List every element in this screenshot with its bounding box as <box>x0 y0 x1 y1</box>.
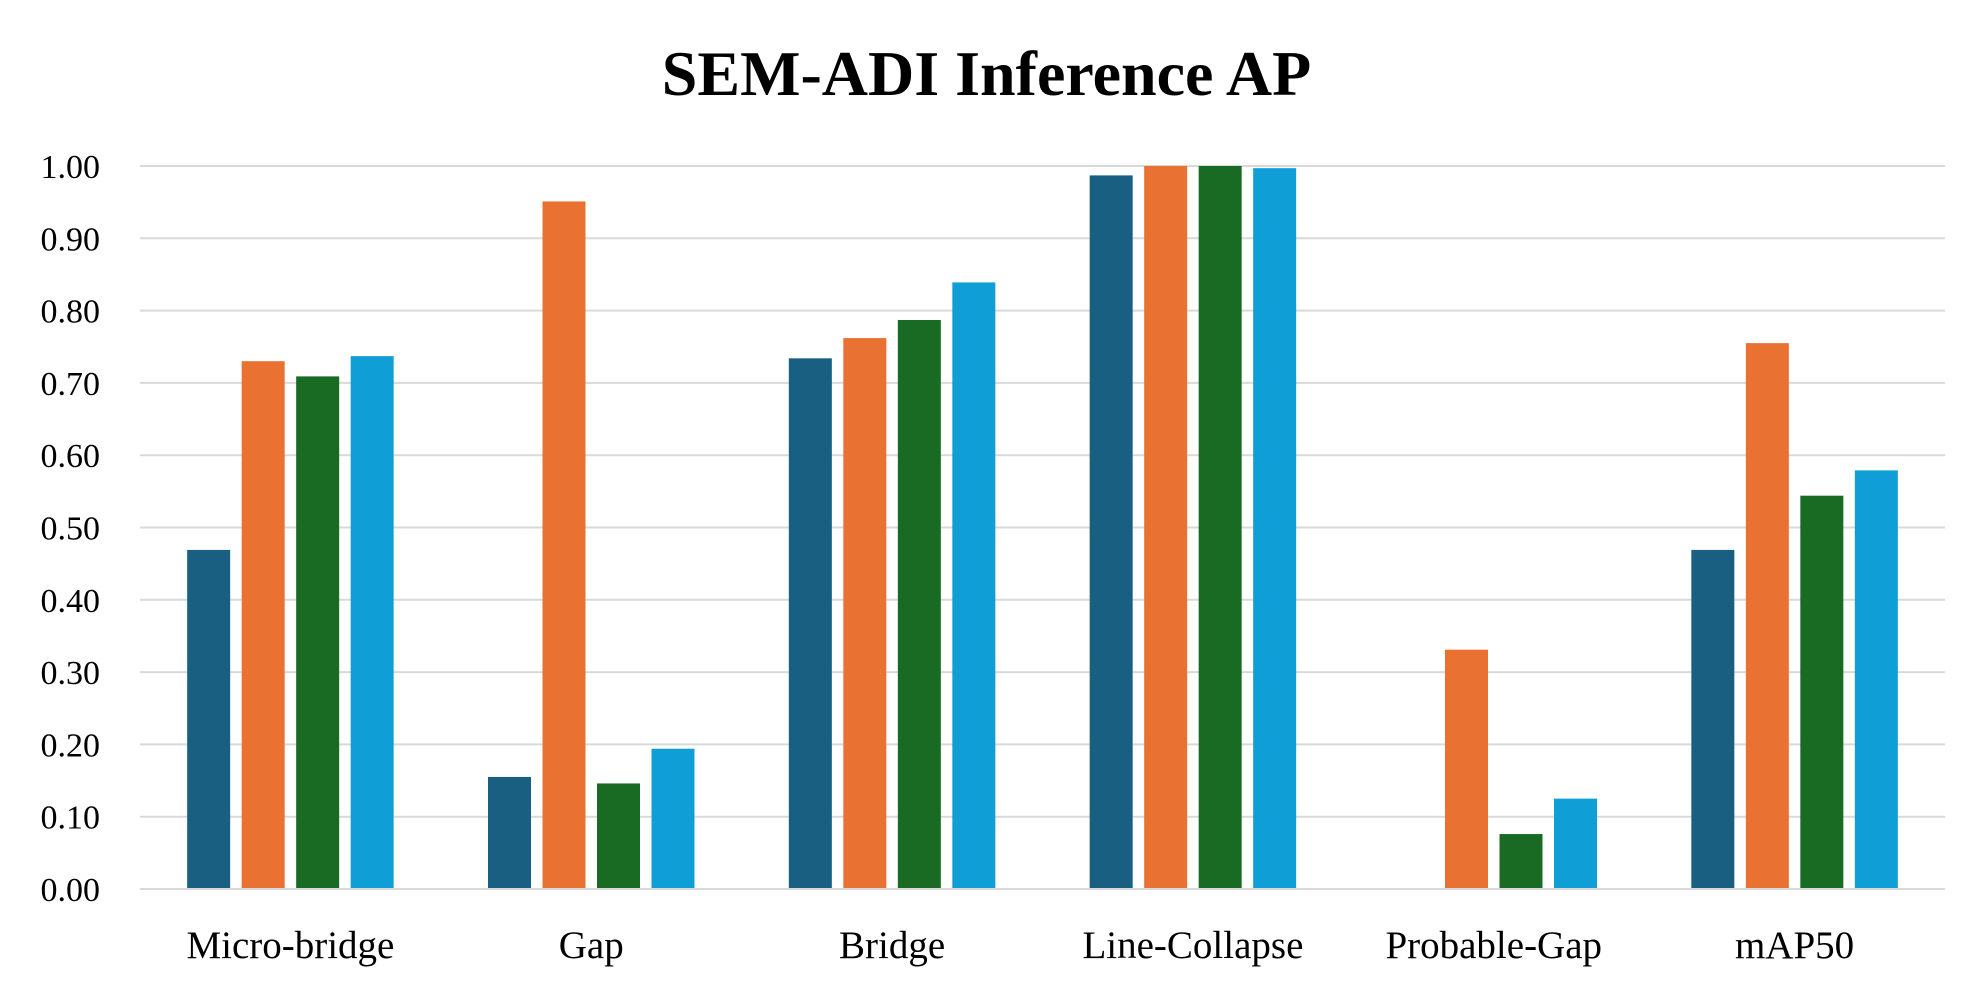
bar-map50-series-3 <box>1800 495 1844 889</box>
bar-micro-bridge-series-3 <box>296 376 340 889</box>
bar-bridge-series-4 <box>952 282 996 889</box>
x-tick-label: Micro-bridge <box>186 924 394 967</box>
bar-line-collapse-series-1 <box>1089 175 1133 890</box>
y-tick-label: 0.60 <box>41 438 101 475</box>
bar-gap-series-4 <box>651 748 695 889</box>
x-tick-labels: Micro-bridge Gap Bridge Line-Collapse Probab… <box>186 924 1854 967</box>
y-tick-label: 0.10 <box>41 800 101 837</box>
bar-map50-series-4 <box>1854 470 1898 889</box>
bar-probable-gap-series-4 <box>1554 798 1597 889</box>
bar-bridge-series-1 <box>788 358 832 889</box>
bar-gap-series-3 <box>597 783 640 889</box>
bar-line-collapse-series-4 <box>1253 168 1297 889</box>
grid-layer <box>140 165 1945 818</box>
bar-bridge-series-2 <box>843 338 887 890</box>
bar-probable-gap-series-3 <box>1499 834 1543 889</box>
bar-probable-gap-series-2 <box>1445 649 1488 889</box>
bar-map50-series-2 <box>1745 343 1789 889</box>
y-tick-label: 0.80 <box>41 294 101 331</box>
x-tick-label: Probable-Gap <box>1385 924 1602 967</box>
bars-layer <box>187 166 1898 890</box>
y-tick-label: 1.00 <box>41 149 101 186</box>
bar-line-collapse-series-3 <box>1198 166 1242 889</box>
x-tick-label: Bridge <box>839 924 945 967</box>
bar-micro-bridge-series-4 <box>350 356 394 889</box>
bar-gap-series-1 <box>488 776 531 889</box>
x-tick-label: mAP50 <box>1735 924 1854 967</box>
y-tick-label: 0.40 <box>41 583 101 620</box>
y-tick-label: 0.20 <box>41 727 101 764</box>
bar-micro-bridge-series-2 <box>241 361 285 890</box>
y-tick-label: 0.90 <box>41 221 101 258</box>
y-tick-label: 0.70 <box>41 366 101 403</box>
bar-gap-series-2 <box>542 201 586 889</box>
y-tick-labels: 0.00 0.10 0.20 0.30 0.40 0.50 0.60 0.70 0.80 0.90… <box>41 149 101 909</box>
bar-line-collapse-series-2 <box>1144 166 1188 889</box>
bar-map50-series-1 <box>1691 549 1735 889</box>
y-tick-label: 0.50 <box>41 511 101 548</box>
x-tick-label: Line-Collapse <box>1082 924 1303 967</box>
y-tick-label: 0.30 <box>41 655 101 692</box>
y-tick-label: 0.00 <box>41 872 101 909</box>
bar-bridge-series-3 <box>897 319 941 889</box>
x-tick-label: Gap <box>559 924 624 967</box>
chart-title: SEM-ADI Inference AP <box>661 38 1312 109</box>
bar-micro-bridge-series-1 <box>187 549 231 889</box>
